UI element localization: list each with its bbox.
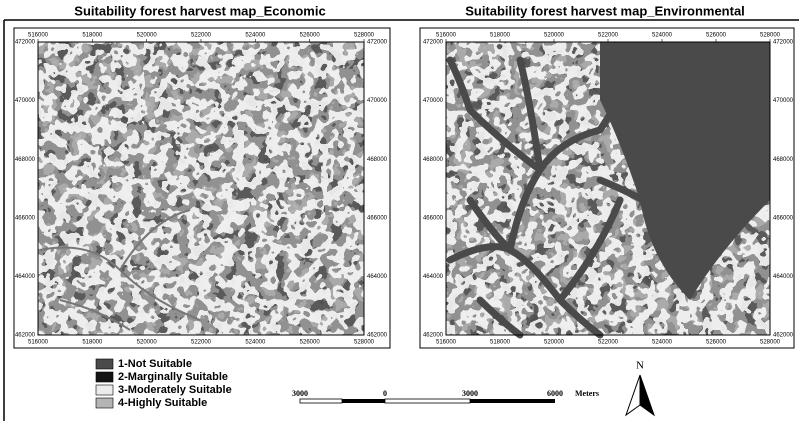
- y-tick-label: 468000: [773, 157, 794, 163]
- legend-swatch: [96, 398, 113, 408]
- scale-label: 3000: [292, 389, 308, 398]
- map-texture: [38, 42, 364, 335]
- legend-label: 4-Highly Suitable: [118, 397, 207, 409]
- scale-label: 3000: [462, 389, 478, 398]
- y-tick-label: 468000: [423, 157, 444, 163]
- x-tick-label: 518000: [490, 340, 511, 346]
- x-tick-label: 520000: [137, 340, 158, 346]
- x-tick-label: 522000: [191, 340, 212, 346]
- y-tick-label: 472000: [773, 40, 794, 46]
- y-tick-label: 462000: [773, 333, 794, 339]
- x-tick-label: 528000: [354, 33, 375, 39]
- x-tick-label: 520000: [544, 33, 565, 39]
- scale-unit: Meters: [575, 389, 599, 398]
- legend-swatch: [96, 385, 113, 395]
- scale-segment: [385, 399, 470, 403]
- y-tick-label: 468000: [367, 157, 388, 163]
- legend-swatch: [96, 359, 113, 369]
- x-tick-label: 524000: [245, 340, 266, 346]
- scale-label: 0: [383, 389, 387, 398]
- y-tick-label: 464000: [367, 274, 388, 280]
- x-tick-label: 526000: [300, 340, 321, 346]
- y-tick-label: 466000: [15, 215, 36, 221]
- x-tick-label: 516000: [28, 33, 49, 39]
- scale-segment: [342, 399, 385, 403]
- y-tick-label: 462000: [423, 333, 444, 339]
- north-label: N: [636, 360, 644, 372]
- y-tick-label: 472000: [367, 40, 388, 46]
- x-tick-label: 528000: [354, 340, 375, 346]
- legend-label: 1-Not Suitable: [118, 358, 192, 370]
- map-title: Suitability forest harvest map_Economic: [74, 3, 325, 18]
- x-tick-label: 518000: [82, 340, 103, 346]
- scale-segment: [300, 399, 342, 403]
- legend-swatch: [96, 372, 113, 382]
- x-tick-label: 524000: [245, 33, 266, 39]
- x-tick-label: 526000: [706, 33, 727, 39]
- y-tick-label: 470000: [773, 98, 794, 104]
- legend-label: 2-Marginally Suitable: [118, 371, 228, 383]
- y-tick-label: 472000: [423, 40, 444, 46]
- figure: N Meters Suitability forest harvest map_…: [0, 0, 799, 421]
- map-economic: [14, 28, 390, 348]
- y-tick-label: 462000: [15, 333, 36, 339]
- scale-segment: [470, 399, 555, 403]
- x-tick-label: 524000: [652, 33, 673, 39]
- arrow-right: [640, 375, 654, 415]
- y-tick-label: 462000: [367, 333, 388, 339]
- y-tick-label: 472000: [15, 40, 36, 46]
- x-tick-label: 518000: [82, 33, 103, 39]
- x-tick-label: 524000: [652, 340, 673, 346]
- y-tick-label: 466000: [423, 215, 444, 221]
- scale-label: 6000: [547, 389, 563, 398]
- y-tick-label: 464000: [15, 274, 36, 280]
- x-tick-label: 520000: [137, 33, 158, 39]
- x-tick-label: 528000: [760, 340, 781, 346]
- x-tick-label: 522000: [191, 33, 212, 39]
- north-arrow: N: [626, 360, 654, 415]
- y-tick-label: 466000: [367, 215, 388, 221]
- y-tick-label: 468000: [15, 157, 36, 163]
- legend-label: 3-Moderately Suitable: [118, 384, 232, 396]
- x-tick-label: 522000: [598, 340, 619, 346]
- x-tick-label: 522000: [598, 33, 619, 39]
- y-tick-label: 470000: [423, 98, 444, 104]
- y-tick-label: 470000: [367, 98, 388, 104]
- x-tick-label: 526000: [300, 33, 321, 39]
- x-tick-label: 528000: [760, 33, 781, 39]
- y-tick-label: 464000: [423, 274, 444, 280]
- arrow-left: [626, 375, 640, 415]
- x-tick-label: 518000: [490, 33, 511, 39]
- map-environmental: [420, 28, 794, 348]
- y-tick-label: 464000: [773, 274, 794, 280]
- map-title: Suitability forest harvest map_Environme…: [465, 3, 745, 18]
- y-tick-label: 470000: [15, 98, 36, 104]
- x-tick-label: 516000: [28, 340, 49, 346]
- x-tick-label: 520000: [544, 340, 565, 346]
- x-tick-label: 526000: [706, 340, 727, 346]
- x-tick-label: 516000: [436, 33, 457, 39]
- x-tick-label: 516000: [436, 340, 457, 346]
- y-tick-label: 466000: [773, 215, 794, 221]
